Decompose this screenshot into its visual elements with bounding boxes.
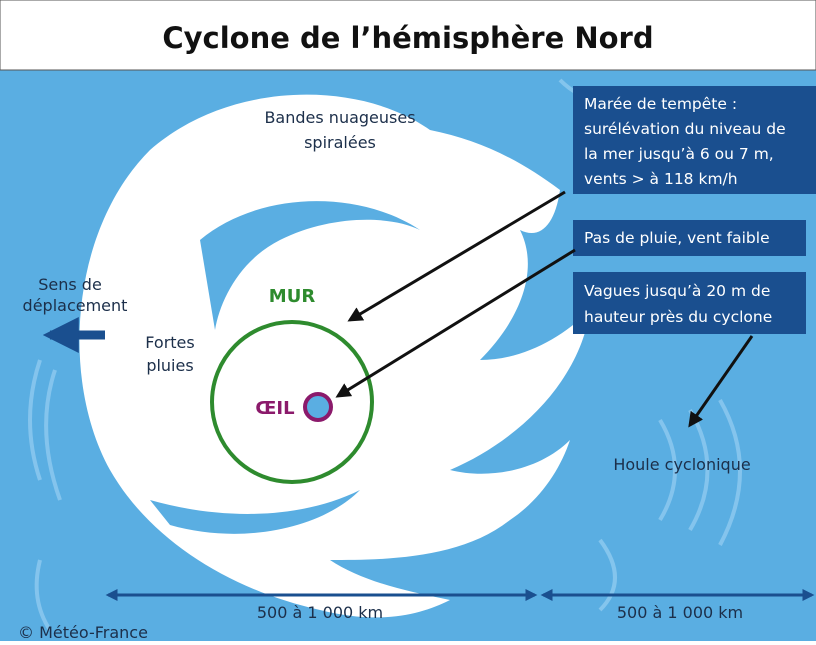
callout-text: vents > à 118 km/h	[584, 170, 738, 188]
title: Cyclone de l’hémisphère Nord	[162, 21, 653, 55]
callout-text: Pas de pluie, vent faible	[584, 229, 770, 247]
label: pluies	[146, 356, 193, 375]
callout-text: Marée de tempête :	[584, 95, 737, 113]
callout-text: surélévation du niveau de	[584, 120, 786, 138]
label: MUR	[269, 286, 316, 307]
callout-text: la mer jusqu’à 6 ou 7 m,	[584, 145, 774, 163]
page: Cyclone de l’hémisphère Nord Bandes nuag…	[0, 0, 816, 641]
diagram: Cyclone de l’hémisphère Nord Bandes nuag…	[0, 0, 816, 641]
callout-text: Vagues jusqu’à 20 m de	[584, 282, 770, 300]
label: déplacement	[23, 296, 128, 315]
label: Houle cyclonique	[613, 455, 750, 474]
scale-label: 500 à 1 000 km	[617, 603, 743, 622]
label: Bandes nuageuses	[264, 108, 415, 127]
credit: © Météo-France	[18, 623, 148, 641]
label: ŒIL	[255, 398, 294, 419]
callout-text: hauteur près du cyclone	[584, 308, 772, 326]
label: Fortes	[145, 333, 194, 352]
label: Sens de	[38, 275, 102, 294]
eye	[305, 394, 331, 420]
scale-label: 500 à 1 000 km	[257, 603, 383, 622]
label: spiralées	[304, 133, 376, 152]
